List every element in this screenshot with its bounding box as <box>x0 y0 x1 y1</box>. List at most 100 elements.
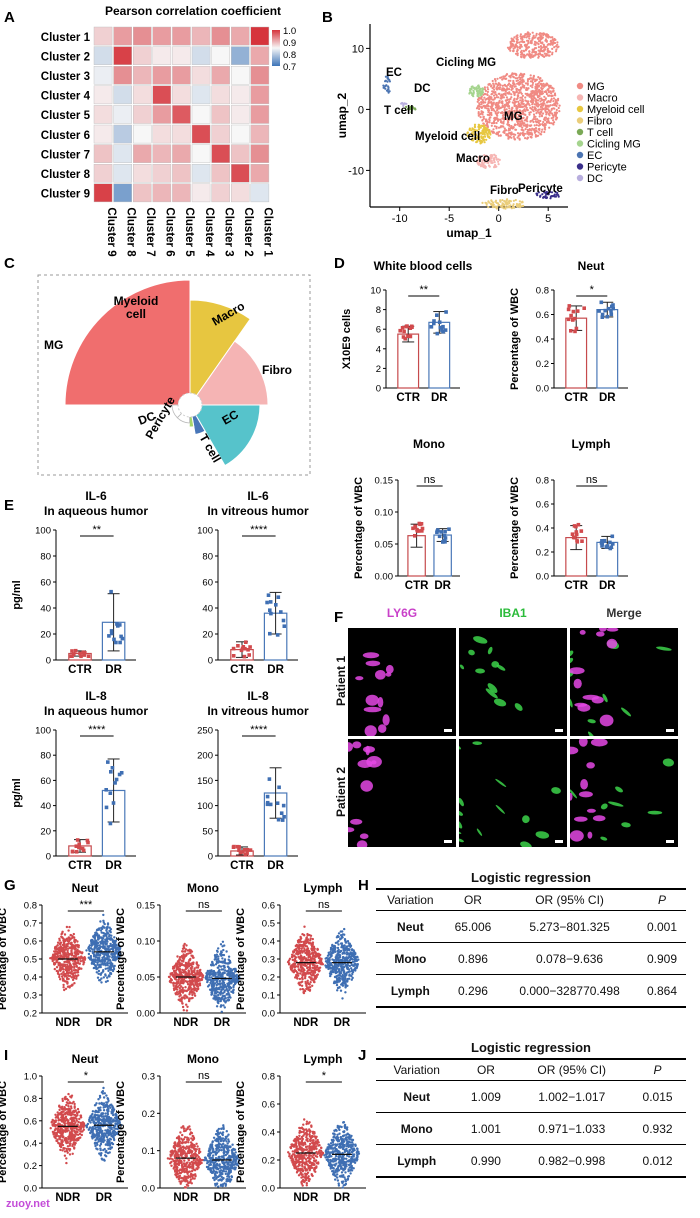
data-point <box>569 313 573 318</box>
umap-point <box>514 77 517 80</box>
heatmap-cell <box>113 183 132 203</box>
umap-point <box>502 122 505 125</box>
data-point <box>441 540 445 544</box>
data-point <box>265 600 269 605</box>
data-point <box>96 976 100 979</box>
umap-point <box>483 161 486 164</box>
umap-point <box>545 45 548 49</box>
chart-y-tick-label: 0.2 <box>262 973 275 984</box>
panel-letter-i: I <box>4 1047 8 1064</box>
umap-point <box>533 40 537 44</box>
umap-point <box>511 39 514 42</box>
umap-legend-swatch <box>576 105 584 113</box>
data-point <box>58 952 62 955</box>
data-point <box>96 958 100 961</box>
umap-legend-swatch <box>576 94 584 101</box>
umap-y-tick-label: 10 <box>352 43 364 55</box>
data-point <box>181 991 185 994</box>
umap-point <box>538 88 541 91</box>
umap-point <box>493 88 496 91</box>
umap-point <box>486 113 489 116</box>
umap-point <box>517 100 520 103</box>
chart-y-label: pg/ml <box>11 580 23 609</box>
umap-point <box>502 96 505 99</box>
data-point <box>62 983 65 987</box>
umap-cluster-label: Pericyte <box>518 183 563 195</box>
umap-point <box>542 190 546 193</box>
data-point <box>403 336 407 341</box>
umap-point <box>552 107 555 110</box>
umap-point <box>516 48 519 51</box>
heatmap-row-label: Cluster 1 <box>41 32 91 44</box>
umap-point <box>512 99 515 102</box>
umap-point <box>533 106 537 109</box>
heatmap-cell <box>211 183 230 203</box>
umap-point <box>496 158 499 161</box>
heatmap-cell <box>191 65 211 85</box>
umap-point <box>505 113 509 117</box>
umap-point <box>492 157 495 160</box>
umap-point <box>499 83 502 87</box>
umap-point <box>523 84 526 87</box>
umap-point <box>514 52 518 55</box>
umap-point <box>538 84 541 87</box>
umap-point <box>547 100 550 103</box>
rose-label: cell <box>126 307 146 321</box>
data-point <box>197 973 200 976</box>
umap-point <box>506 203 509 206</box>
heatmap-cell <box>152 105 172 124</box>
data-point <box>228 967 231 970</box>
data-point <box>219 952 223 955</box>
umap-point <box>472 130 475 133</box>
data-point <box>182 964 186 967</box>
data-point <box>185 1003 188 1006</box>
data-point <box>408 334 413 339</box>
data-point <box>111 938 114 941</box>
rose-segment <box>64 279 191 406</box>
umap-point <box>544 38 548 41</box>
chart-category-label: NDR <box>293 1017 319 1029</box>
umap-legend-label: Pericyte <box>587 162 627 174</box>
umap-point <box>536 134 539 138</box>
umap-point <box>493 153 496 156</box>
heatmap-row-label: Cluster 3 <box>41 71 90 83</box>
umap-point <box>554 100 558 103</box>
umap-point <box>510 110 514 113</box>
umap-point <box>475 88 478 91</box>
data-point <box>87 947 91 950</box>
umap-point <box>508 124 511 127</box>
umap-point <box>508 100 511 103</box>
umap-point <box>513 92 516 96</box>
umap-point <box>472 133 475 136</box>
umap-point <box>533 116 536 119</box>
data-point <box>185 953 188 956</box>
umap-point <box>495 87 498 90</box>
umap-point <box>553 193 556 196</box>
data-point <box>109 629 114 633</box>
umap-point <box>537 121 541 124</box>
data-point <box>58 968 61 971</box>
chart-y-tick-label: 0.6 <box>262 901 275 912</box>
chart-y-tick-label: 40 <box>202 604 213 615</box>
umap-point <box>538 90 541 93</box>
data-point <box>179 970 182 973</box>
umap-legend-swatch <box>576 140 584 147</box>
umap-point <box>504 99 507 102</box>
umap-point <box>554 94 557 97</box>
data-point <box>100 977 103 980</box>
data-point <box>66 967 70 970</box>
umap-point <box>513 91 516 94</box>
umap-point <box>540 35 543 38</box>
umap-point <box>503 129 506 132</box>
data-point <box>95 967 98 971</box>
data-point <box>175 967 179 971</box>
heatmap-cell <box>152 46 172 65</box>
data-point <box>68 946 72 949</box>
data-point <box>76 951 79 954</box>
data-point <box>226 962 229 965</box>
chart-category-label: CTR <box>564 392 588 404</box>
umap-point <box>483 141 486 144</box>
data-point <box>59 978 62 981</box>
data-point <box>439 530 443 534</box>
data-point <box>53 958 56 961</box>
